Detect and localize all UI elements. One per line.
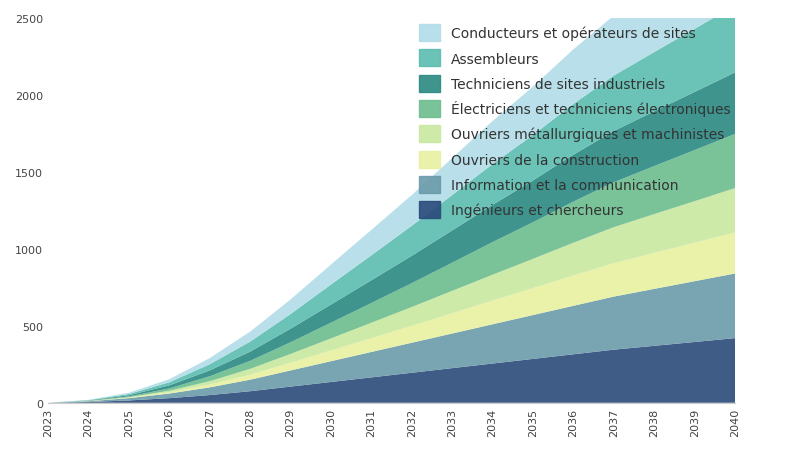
Legend: Conducteurs et opérateurs de sites, Assembleurs, Techniciens de sites industriel: Conducteurs et opérateurs de sites, Asse… xyxy=(412,18,738,226)
